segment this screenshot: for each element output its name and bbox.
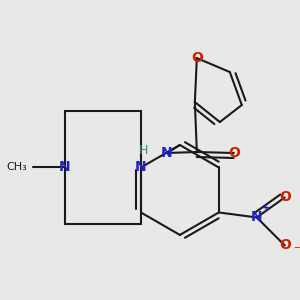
Text: ⁻: ⁻ <box>293 244 300 257</box>
Text: N: N <box>161 146 173 160</box>
Text: +: + <box>262 203 270 214</box>
Text: N: N <box>135 160 147 175</box>
Text: N: N <box>251 210 262 224</box>
Text: N: N <box>59 160 71 175</box>
Text: O: O <box>191 51 203 65</box>
Text: O: O <box>228 146 240 160</box>
Text: H: H <box>139 143 148 157</box>
Text: O: O <box>279 190 291 205</box>
Text: CH₃: CH₃ <box>6 163 27 172</box>
Text: O: O <box>279 238 291 252</box>
